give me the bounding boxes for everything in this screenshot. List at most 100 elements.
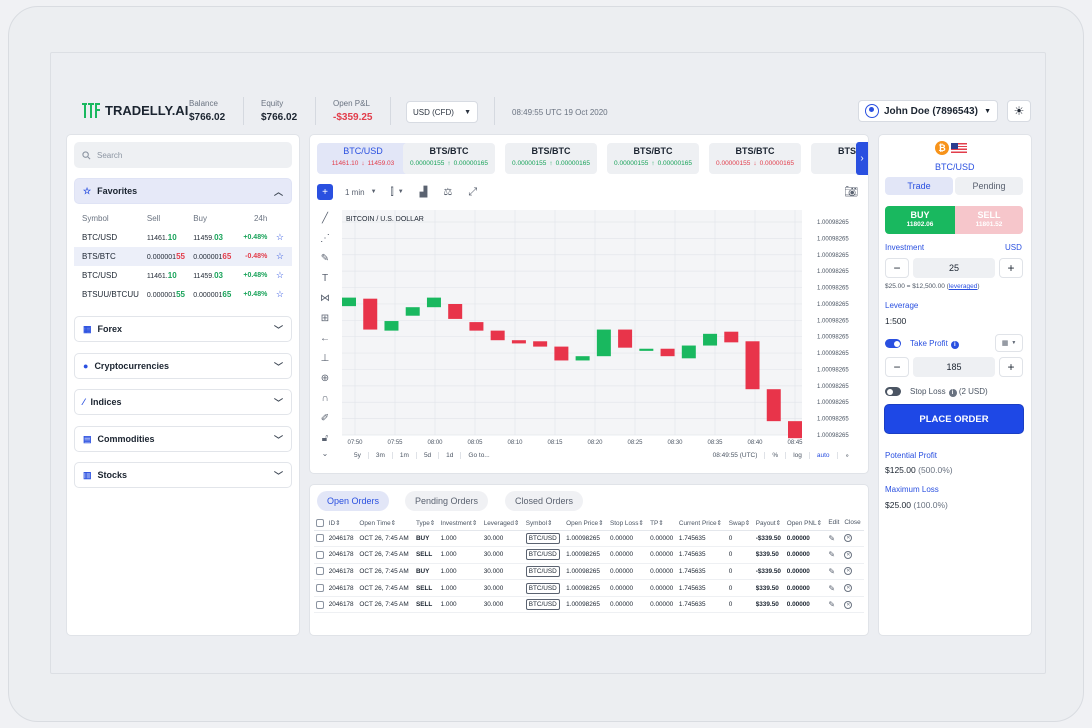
star-icon[interactable]: ☆	[275, 289, 284, 299]
close-icon[interactable]: ✕	[842, 579, 864, 597]
currency-select[interactable]: USD (CFD) ▼	[406, 101, 478, 123]
column-header[interactable]: Symbol⇕	[523, 516, 565, 531]
ticker-tab[interactable]: BTS	[811, 143, 856, 174]
candles-icon[interactable]: ⫿	[390, 186, 394, 198]
indicators-icon[interactable]: ▟	[419, 186, 428, 198]
close-icon[interactable]: ✕	[842, 596, 864, 614]
candle[interactable]	[533, 341, 548, 347]
column-header[interactable]: Investment⇕	[438, 516, 482, 531]
compare-icon[interactable]: ⚖	[443, 186, 453, 198]
ruler-icon[interactable]: ⊥	[320, 352, 330, 364]
percent-toggle[interactable]: %	[765, 452, 787, 459]
candle[interactable]	[363, 298, 378, 330]
edit-icon[interactable]: ✎	[826, 530, 843, 548]
candle[interactable]	[660, 348, 675, 357]
pitchfork-icon[interactable]: ⋰	[320, 232, 330, 244]
take-profit-toggle[interactable]	[885, 339, 901, 348]
star-icon[interactable]: ☆	[275, 232, 284, 242]
candle[interactable]	[554, 346, 569, 361]
table-row[interactable]: 2046178 OCT 26, 7:45 AM SELL 1.000 30.000 BTC…	[314, 546, 864, 564]
sell-button[interactable]: SELL 11801.52	[955, 206, 1023, 234]
lock-draw-icon[interactable]: ✐	[320, 412, 330, 424]
column-header[interactable]: Open Time⇕	[357, 516, 414, 531]
arrow-left-icon[interactable]: ←	[320, 332, 330, 344]
goto-date[interactable]: Go to...	[468, 452, 490, 459]
column-header[interactable]: Swap⇕	[726, 516, 754, 531]
price-chart[interactable]: BITCOIN / U.S. DOLLAR 1.000982651.000982…	[342, 210, 857, 458]
theme-toggle-button[interactable]: ☀	[1007, 100, 1031, 122]
search-input[interactable]: Search	[74, 142, 292, 168]
candle[interactable]	[426, 297, 441, 308]
tab-closed-orders[interactable]: Closed Orders	[505, 491, 584, 511]
column-header[interactable]: Payout⇕	[753, 516, 785, 531]
category-forex[interactable]: ▦ Forex ﹀	[74, 316, 292, 342]
category-stocks[interactable]: ▥ Stocks ﹀	[74, 462, 292, 488]
favorite-row[interactable]: BTS/BTC 0.00000155 0.00000165 -0.48% ☆	[74, 247, 292, 266]
caret-down-icon[interactable]: ▼	[397, 189, 404, 195]
edit-icon[interactable]: ✎	[826, 579, 843, 597]
column-header[interactable]: Open PNL⇕	[784, 516, 827, 531]
buy-button[interactable]: BUY 11802.06	[885, 206, 955, 234]
take-profit-input[interactable]: 185	[913, 357, 995, 377]
candle[interactable]	[596, 329, 611, 357]
tab-pending[interactable]: Pending	[955, 177, 1023, 195]
auto-toggle[interactable]: auto	[810, 452, 838, 459]
info-icon[interactable]: i	[948, 389, 957, 397]
column-header[interactable]: Type⇕	[413, 516, 439, 531]
candle[interactable]	[511, 340, 526, 344]
row-checkbox[interactable]	[314, 563, 327, 581]
crosshair-icon[interactable]: +	[317, 184, 333, 200]
place-order-button[interactable]: PLACE ORDER	[885, 405, 1023, 433]
tab-pending-orders[interactable]: Pending Orders	[405, 491, 489, 511]
edit-icon[interactable]: ✎	[826, 596, 843, 614]
tab-trade[interactable]: Trade	[885, 177, 953, 195]
favorites-accordion[interactable]: ☆ Favorites ︿	[74, 178, 292, 204]
candle[interactable]	[490, 330, 505, 341]
magnet-icon[interactable]: ∩	[321, 392, 329, 404]
category-indices[interactable]: ⁄ Indices ﹀	[74, 389, 292, 415]
column-header[interactable]: Open Price⇕	[564, 516, 608, 531]
edit-icon[interactable]: ✎	[826, 563, 843, 581]
favorite-row[interactable]: BTSUU/BTCUU 0.00000155 0.00000165 +0.48%…	[74, 285, 292, 304]
chevron-down-icon[interactable]: ⌄	[321, 448, 329, 458]
decrease-investment-button[interactable]: −	[885, 258, 909, 278]
ticker-tab[interactable]: BTS/BTC 0.00000155 ↓ 0.00000165	[709, 143, 801, 174]
candle[interactable]	[681, 345, 696, 359]
candle[interactable]	[469, 322, 484, 331]
interval-select[interactable]: 1 min ▼	[345, 188, 377, 197]
fullscreen-icon[interactable]: ⤢	[468, 185, 478, 198]
info-icon[interactable]: i	[950, 341, 959, 349]
range-5y[interactable]: 5y	[342, 452, 369, 459]
table-row[interactable]: 2046178 OCT 26, 7:45 AM SELL 1.000 30.000 BTC…	[314, 579, 864, 597]
close-icon[interactable]: ✕	[842, 530, 864, 548]
row-checkbox[interactable]	[314, 546, 327, 564]
close-icon[interactable]: ✕	[842, 563, 864, 581]
brush-icon[interactable]: ✎	[320, 252, 330, 264]
stop-loss-toggle[interactable]	[885, 387, 901, 396]
candle[interactable]	[788, 421, 802, 439]
candle[interactable]	[745, 341, 760, 390]
column-header[interactable]: Leveraged⇕	[481, 516, 524, 531]
close-icon[interactable]: ✕	[842, 546, 864, 564]
favorite-row[interactable]: BTC/USD 11461.10 11459.03 +0.48% ☆	[74, 266, 292, 285]
increase-investment-button[interactable]: +	[999, 258, 1023, 278]
table-row[interactable]: 2046178 OCT 26, 7:45 AM BUY 1.000 30.000 BTC/…	[314, 530, 864, 548]
pattern-icon[interactable]: ⋈	[320, 292, 330, 304]
range-1d[interactable]: 1d	[439, 452, 462, 459]
star-icon[interactable]: ☆	[275, 251, 284, 261]
leveraged-link[interactable]: leveraged	[948, 283, 978, 290]
candle[interactable]	[703, 333, 718, 346]
candle[interactable]	[384, 321, 399, 331]
log-toggle[interactable]: log	[786, 452, 810, 459]
ticker-tab[interactable]: BTC/USD 11461.10 ↓ 11459.03	[317, 143, 409, 174]
zoom-icon[interactable]: ⊕	[320, 372, 330, 384]
increase-take-profit-button[interactable]: +	[999, 357, 1023, 377]
star-icon[interactable]: ☆	[275, 270, 284, 280]
camera-icon[interactable]: 📷︎	[844, 186, 858, 198]
user-menu[interactable]: John Doe (7896543) ▼	[858, 100, 998, 122]
candle[interactable]	[724, 331, 739, 343]
range-3m[interactable]: 3m	[369, 452, 393, 459]
column-header[interactable]: TP⇕	[648, 516, 677, 531]
category-commodities[interactable]: ▤ Commodities ﹀	[74, 426, 292, 452]
candle[interactable]	[342, 297, 356, 307]
